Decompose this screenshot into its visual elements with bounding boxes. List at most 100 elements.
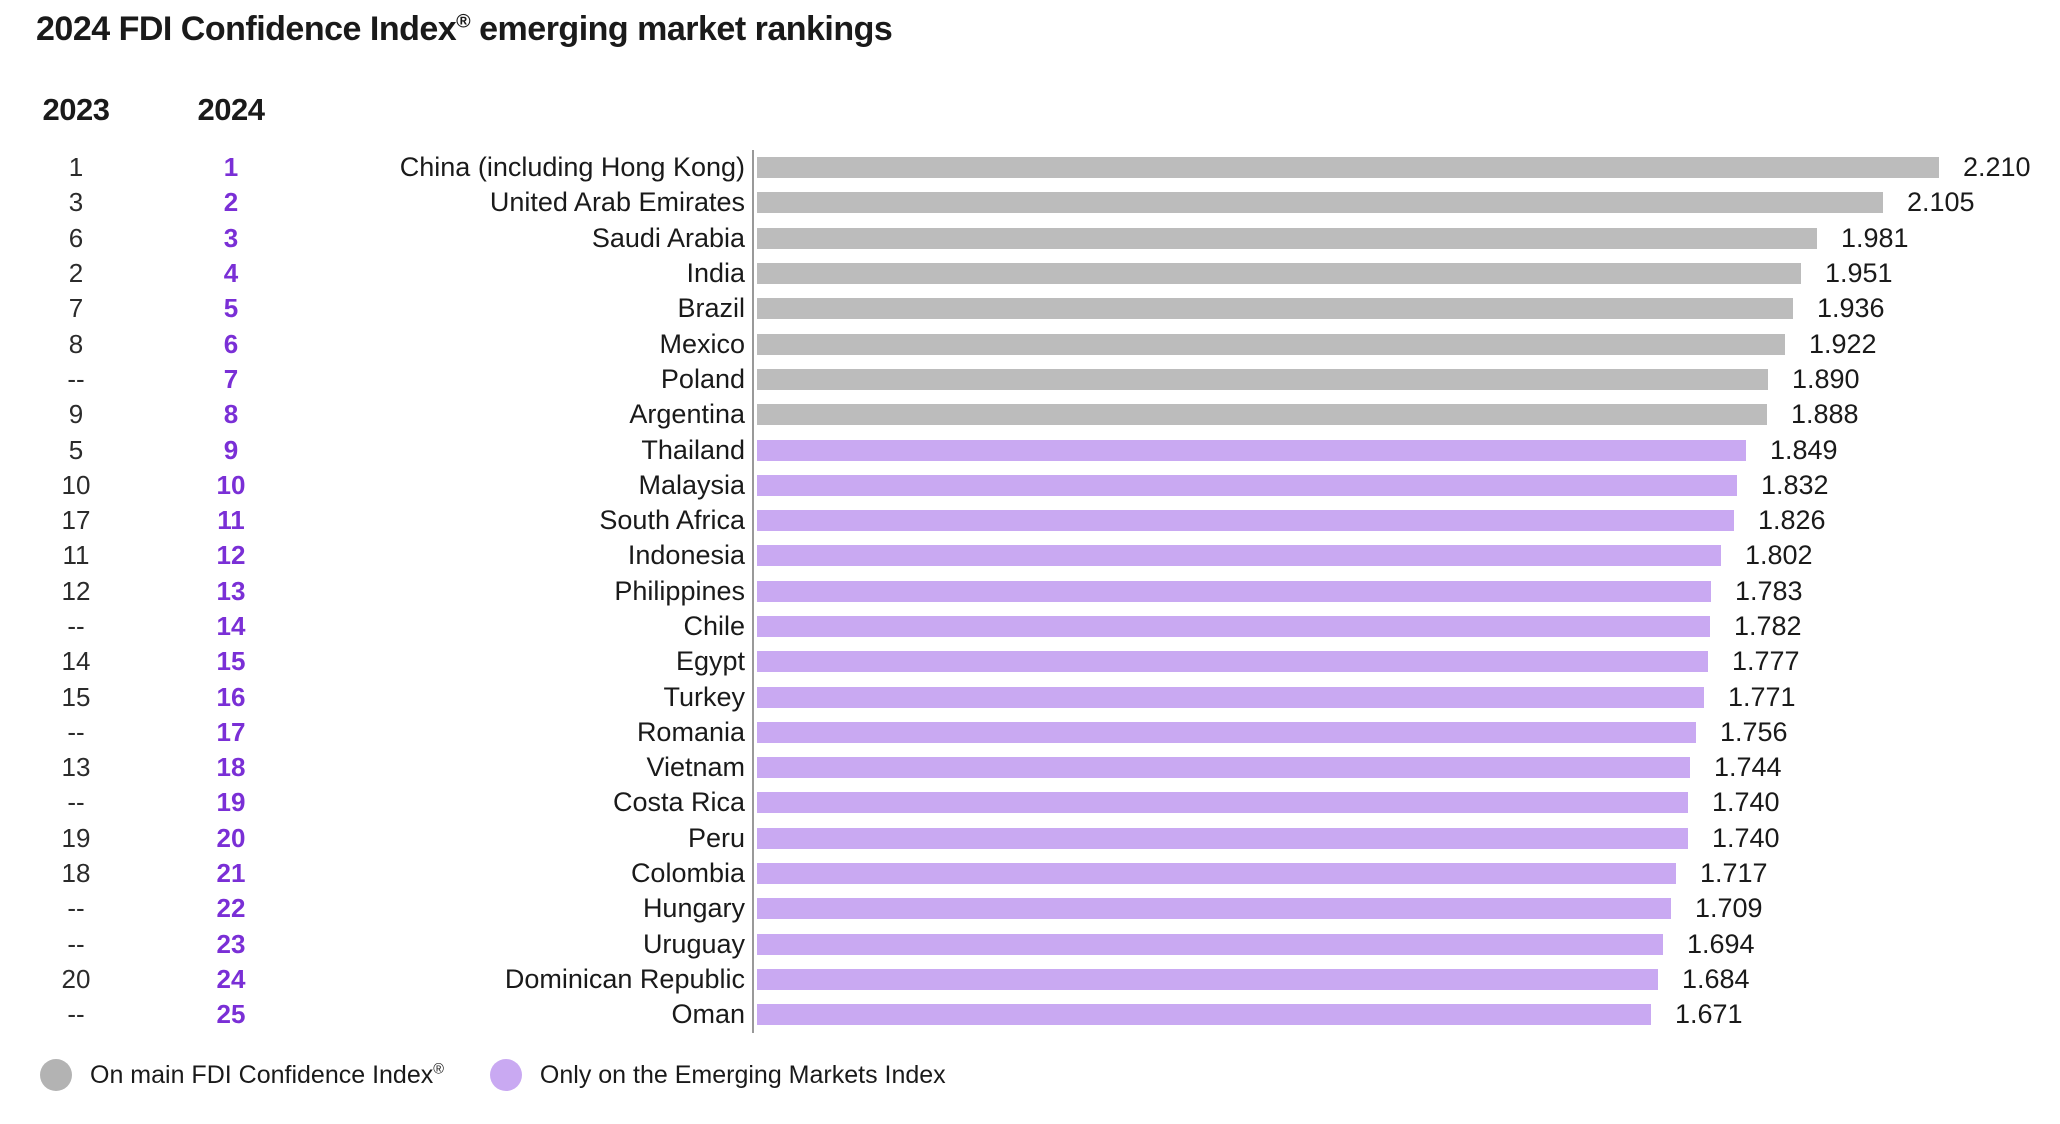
rank-2024: 11 [217, 505, 245, 536]
bar-track: 1.771 [757, 682, 2060, 713]
bar-track: 1.783 [757, 576, 2060, 607]
bar [757, 863, 1676, 885]
bar-track: 1.709 [757, 893, 2060, 924]
value-label: 1.936 [1817, 293, 1885, 324]
rank-2023: -- [67, 611, 85, 641]
value-label: 1.782 [1734, 611, 1802, 641]
rank-2024: 12 [216, 540, 246, 571]
rank-2024: 18 [216, 752, 246, 783]
rank-2024: 1 [223, 152, 239, 183]
bar-track: 1.802 [757, 540, 2060, 571]
rank-2023: 2 [68, 258, 84, 289]
ranking-row: 7 5 Brazil 1.936 [0, 291, 2060, 326]
ranking-rows: 1 1 China (including Hong Kong) 2.210 3 … [0, 150, 2060, 1032]
ranking-row: 9 8 Argentina 1.888 [0, 397, 2060, 432]
rank-2024: 17 [216, 716, 246, 747]
ranking-row: 8 6 Mexico 1.922 [0, 326, 2060, 361]
page-title-suffix: emerging market rankings [470, 10, 893, 48]
bar [757, 333, 1785, 355]
bar-track: 2.105 [757, 187, 2060, 218]
value-label: 1.740 [1712, 822, 1780, 853]
ranking-row: 5 9 Thailand 1.849 [0, 432, 2060, 467]
ranking-row: 10 10 Malaysia 1.832 [0, 468, 2060, 503]
country-label: Colombia [630, 858, 745, 889]
ranking-row: 13 18 Vietnam 1.744 [0, 750, 2060, 785]
country-label: Indonesia [627, 540, 745, 571]
country-label: China (including Hong Kong) [399, 152, 745, 183]
ranking-row: 3 2 United Arab Emirates 2.105 [0, 185, 2060, 220]
bar [757, 157, 1939, 179]
bar [757, 1004, 1651, 1026]
rank-2023: 13 [61, 752, 91, 783]
value-label: 1.849 [1770, 434, 1838, 465]
country-label: Philippines [614, 575, 745, 606]
country-label: Saudi Arabia [591, 222, 745, 253]
value-label: 2.105 [1907, 187, 1975, 218]
country-label: Mexico [659, 328, 745, 359]
ranking-row: 6 3 Saudi Arabia 1.981 [0, 221, 2060, 256]
ranking-row: 11 12 Indonesia 1.802 [0, 538, 2060, 573]
bar [757, 368, 1768, 390]
bar [757, 757, 1690, 779]
rank-2024: 25 [216, 999, 246, 1030]
rank-2024: 23 [216, 928, 246, 959]
value-label: 1.888 [1791, 399, 1859, 430]
bar [757, 404, 1767, 426]
value-label: 1.826 [1758, 505, 1826, 536]
rank-2024: 13 [216, 575, 246, 606]
country-label: Argentina [629, 399, 745, 430]
bar [757, 827, 1688, 849]
rank-2023: 17 [61, 505, 91, 536]
ranking-row: 19 20 Peru 1.740 [0, 821, 2060, 856]
bar [757, 474, 1737, 496]
page-title-text: 2024 FDI Confidence Index [36, 10, 457, 48]
bar-track: 1.849 [757, 435, 2060, 466]
bar-track: 1.826 [757, 505, 2060, 536]
country-label: Dominican Republic [504, 963, 745, 994]
value-label: 1.890 [1792, 363, 1860, 394]
bar-track: 2.210 [757, 152, 2060, 183]
rank-2024: 2 [223, 187, 239, 218]
rank-2024: 5 [223, 293, 239, 324]
page-title: 2024 FDI Confidence Index® emerging mark… [36, 10, 893, 49]
bar [757, 721, 1696, 743]
legend-item-emerging-only: Only on the Emerging Markets Index [489, 1059, 946, 1091]
rank-2023: 5 [68, 434, 84, 465]
country-label: South Africa [599, 505, 745, 536]
col-header-2023: 2023 [42, 92, 110, 127]
bar-track: 1.936 [757, 293, 2060, 324]
rank-2024: 10 [216, 469, 246, 500]
legend-item-main-index: On main FDI Confidence Index® [40, 1059, 444, 1091]
rank-2023: 1 [68, 152, 84, 183]
bar-track: 1.740 [757, 787, 2060, 818]
bar-track: 1.888 [757, 399, 2060, 430]
rank-2023: 9 [68, 399, 84, 430]
country-label: Romania [636, 716, 745, 747]
rank-2024: 6 [223, 328, 239, 359]
ranking-row: 15 16 Turkey 1.771 [0, 679, 2060, 714]
bar [757, 545, 1721, 567]
rank-2024: 9 [223, 434, 239, 465]
rank-2023: 11 [62, 540, 90, 571]
bar [757, 686, 1704, 708]
rank-2024: 3 [223, 222, 239, 253]
bar-track: 1.981 [757, 223, 2060, 254]
rank-2023: -- [67, 787, 85, 818]
rank-2023: -- [67, 928, 85, 959]
gray-dot-icon [40, 1059, 72, 1091]
value-label: 1.783 [1735, 575, 1803, 606]
ranking-row: 17 11 South Africa 1.826 [0, 503, 2060, 538]
value-label: 1.684 [1682, 963, 1750, 994]
country-label: Malaysia [638, 469, 745, 500]
value-label: 1.922 [1809, 328, 1877, 359]
ranking-row: 14 15 Egypt 1.777 [0, 644, 2060, 679]
country-label: Chile [683, 611, 745, 641]
ranking-row: -- 19 Costa Rica 1.740 [0, 785, 2060, 820]
rank-2024: 7 [223, 363, 239, 394]
bar-track: 1.744 [757, 752, 2060, 783]
ranking-row: 2 4 India 1.951 [0, 256, 2060, 291]
rank-2023: -- [67, 716, 85, 747]
bar-track: 1.684 [757, 964, 2060, 995]
rank-2023: 18 [61, 858, 91, 889]
bar-track: 1.951 [757, 258, 2060, 289]
